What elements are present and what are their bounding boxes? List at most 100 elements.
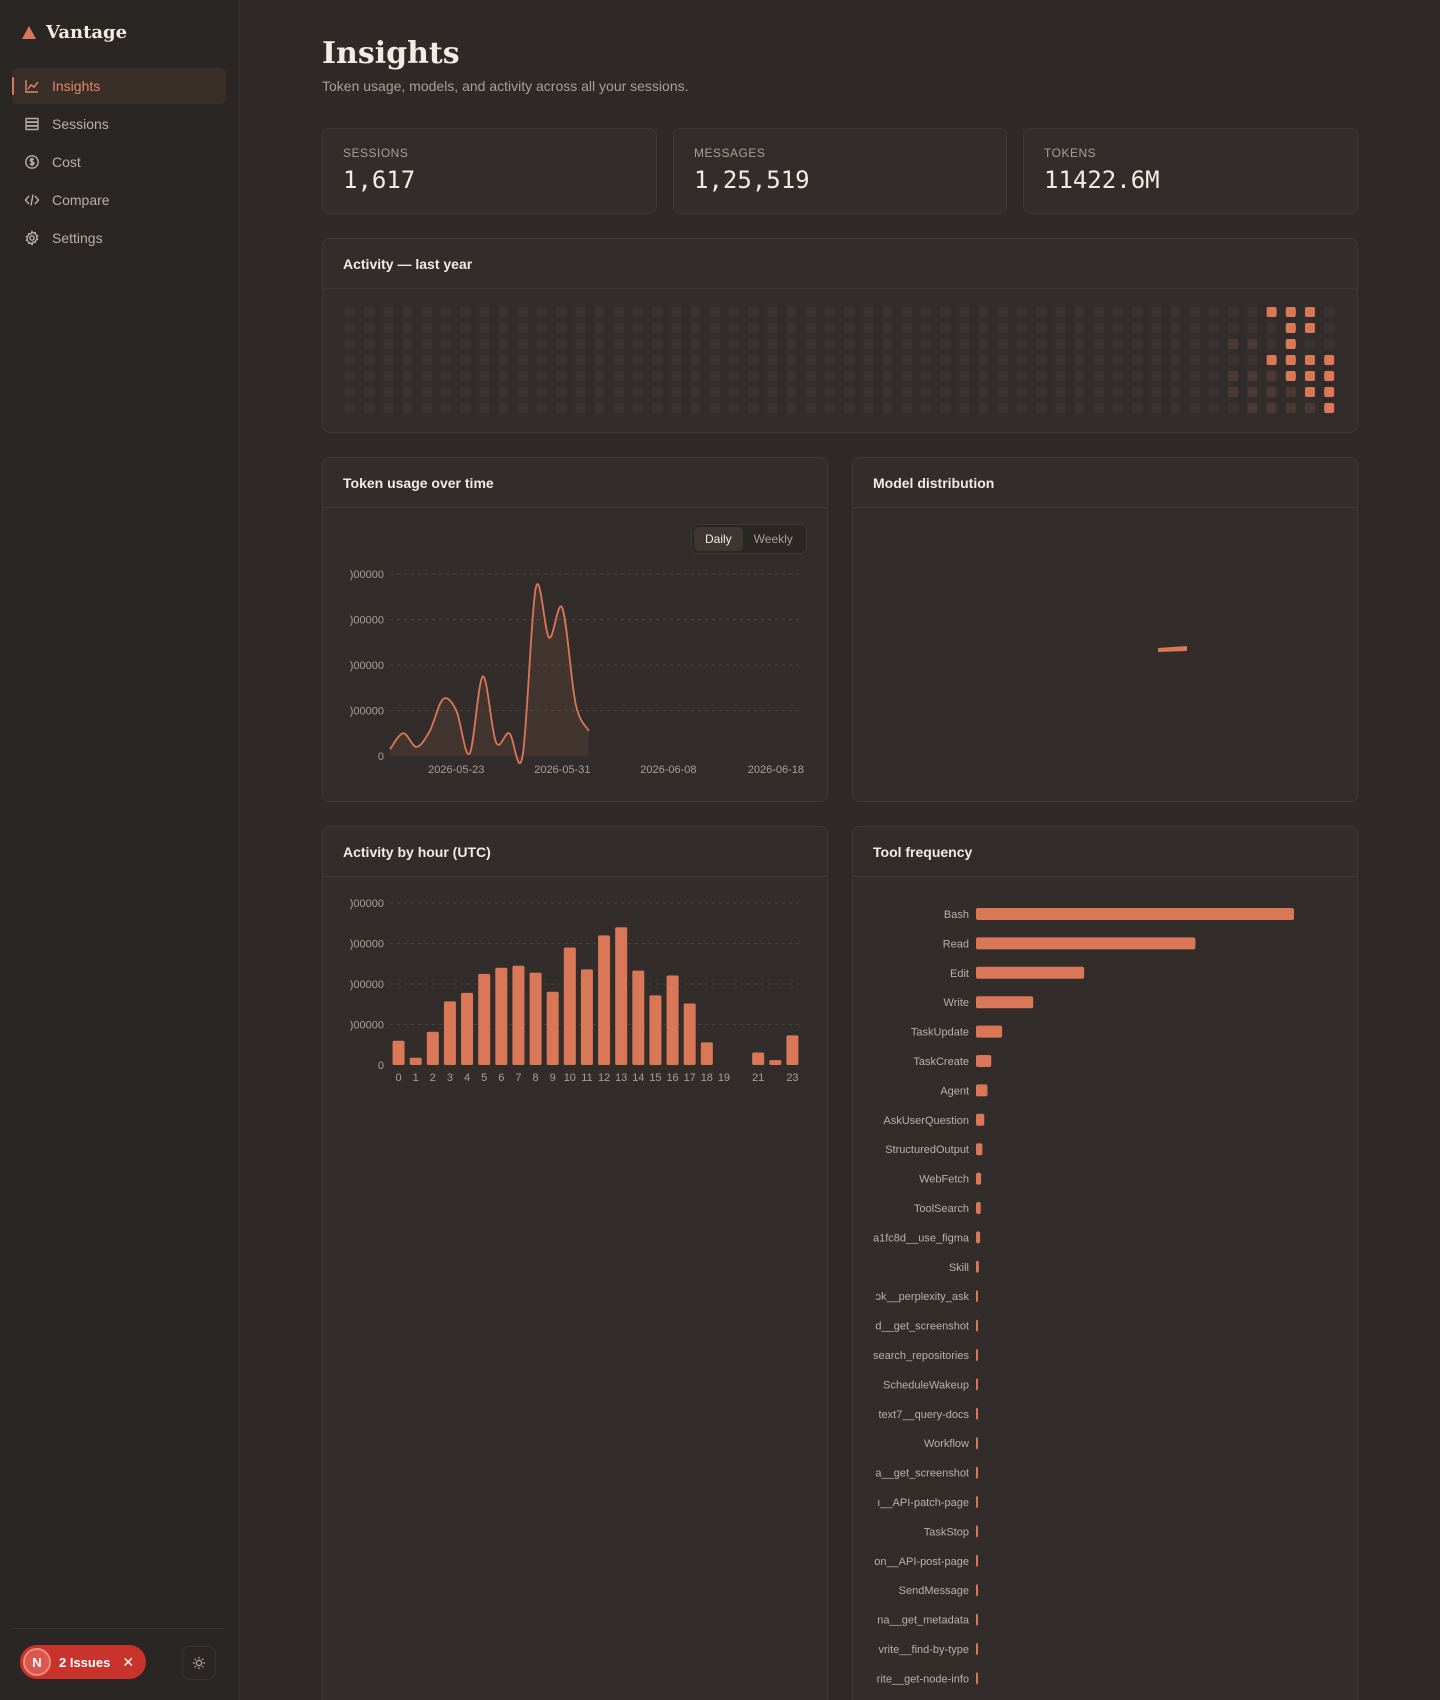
heatmap-cell [575,355,586,365]
heatmap-cell [997,371,1008,381]
heatmap-cell [556,371,567,381]
sidebar-item-settings[interactable]: Settings [12,220,226,256]
y-tick-label: )00000 [350,939,384,951]
heatmap-cell [1093,307,1104,317]
heatmap-cell [594,371,605,381]
heatmap-cell [1324,387,1335,397]
heatmap-cell [1247,387,1258,397]
heatmap-cell [690,355,701,365]
heatmap-cell [556,307,567,317]
toggle-weekly[interactable]: Weekly [753,532,793,546]
close-icon[interactable]: ✕ [122,1653,135,1670]
toggle-daily[interactable]: Daily [694,527,743,551]
heatmap-cell [1247,339,1258,349]
heatmap-cell [1170,371,1181,381]
heatmap-cell [633,355,643,365]
heatmap-cell [978,387,989,397]
tool-label: TaskStop [924,1526,969,1538]
heatmap-cell [729,339,739,349]
tool-label: vrite__find-by-type [879,1644,970,1656]
heatmap-cell [441,403,451,413]
heatmap-cell [613,355,624,365]
heatmap-cell [1324,339,1335,349]
heatmap-cell [613,371,624,381]
card-title: Tool frequency [853,827,1357,877]
heatmap-cell [1132,339,1143,349]
heatmap-cell [805,307,816,317]
heatmap-cell [1074,403,1085,413]
tool-bar [976,1260,979,1273]
heatmap-cell [537,371,547,381]
heatmap-cell [901,307,912,317]
heatmap-cell [997,355,1008,365]
heatmap-cell [1209,323,1219,333]
granularity-toggle: Daily Weekly [691,524,807,554]
heatmap-cell [1074,355,1085,365]
theme-toggle-button[interactable] [182,1646,216,1680]
sidebar-item-cost[interactable]: Cost [12,144,226,180]
heatmap-cell [1266,307,1277,317]
tool-label: na__get_metadata [877,1615,970,1627]
heatmap-cell [441,355,451,365]
tool-bar [976,1143,983,1156]
heatmap-cell [575,403,586,413]
hour-bar [478,973,491,1065]
heatmap-cell [633,307,643,317]
tool-bar [976,1202,981,1214]
heatmap-cell [383,323,394,333]
heatmap-cell [1228,307,1239,317]
heatmap-cell [921,371,931,381]
heatmap-cell [767,339,778,349]
tool-bar [976,1084,988,1097]
tool-bar [976,1466,978,1479]
sidebar-item-label: Cost [52,154,81,170]
tool-label: text7__query-docs [879,1409,970,1421]
heatmap-cell [1093,339,1104,349]
heatmap-cell [1113,307,1123,317]
y-tick-label: )00000 [350,569,384,581]
chart-left-mask [323,558,343,798]
x-tick-label: 6 [498,1072,504,1084]
heatmap-cell [556,323,567,333]
hour-bar [443,1001,456,1065]
heatmap-cell [863,339,874,349]
sidebar-item-insights[interactable]: Insights [12,68,226,104]
tool-label: WebFetch [919,1174,969,1186]
tool-bar [976,908,1294,920]
y-tick-label: )00000 [350,1020,384,1032]
heatmap-cell [1036,371,1047,381]
heatmap-cell [729,403,739,413]
x-tick-label: 12 [598,1072,610,1084]
heatmap-cell [844,403,855,413]
heatmap-cell [767,307,778,317]
hour-bar [546,991,559,1065]
heatmap-cell [402,339,413,349]
heatmap-cell [1285,371,1296,381]
heatmap-cell [863,371,874,381]
heatmap-cell [1055,339,1066,349]
heatmap-cell [537,355,547,365]
sidebar-item-sessions[interactable]: Sessions [12,106,226,142]
y-tick-label: )00000 [350,660,384,672]
sidebar-item-compare[interactable]: Compare [12,182,226,218]
heatmap-cell [1036,339,1047,349]
heatmap-cell [1209,387,1219,397]
heatmap-cell [709,403,720,413]
heatmap-cell [1074,339,1085,349]
heatmap-cell [537,387,547,397]
heatmap-cell [959,339,970,349]
heatmap-cell [613,323,624,333]
issues-button[interactable]: N 2 Issues ✕ [20,1645,146,1679]
heatmap-cell [863,403,874,413]
heatmap-cell [1305,323,1315,333]
heatmap-cell [709,387,720,397]
heatmap-cell [978,339,989,349]
activity-by-hour-card: Activity by hour (UTC) )00000)00000)0000… [322,826,828,1700]
heatmap-cell [345,355,355,365]
hour-bar [392,1040,405,1065]
brand[interactable]: Vantage [22,22,127,43]
heatmap-cell [594,339,605,349]
tool-label: Edit [950,968,969,980]
heatmap-cell [863,323,874,333]
tool-label: a__get_screenshot [875,1468,969,1480]
